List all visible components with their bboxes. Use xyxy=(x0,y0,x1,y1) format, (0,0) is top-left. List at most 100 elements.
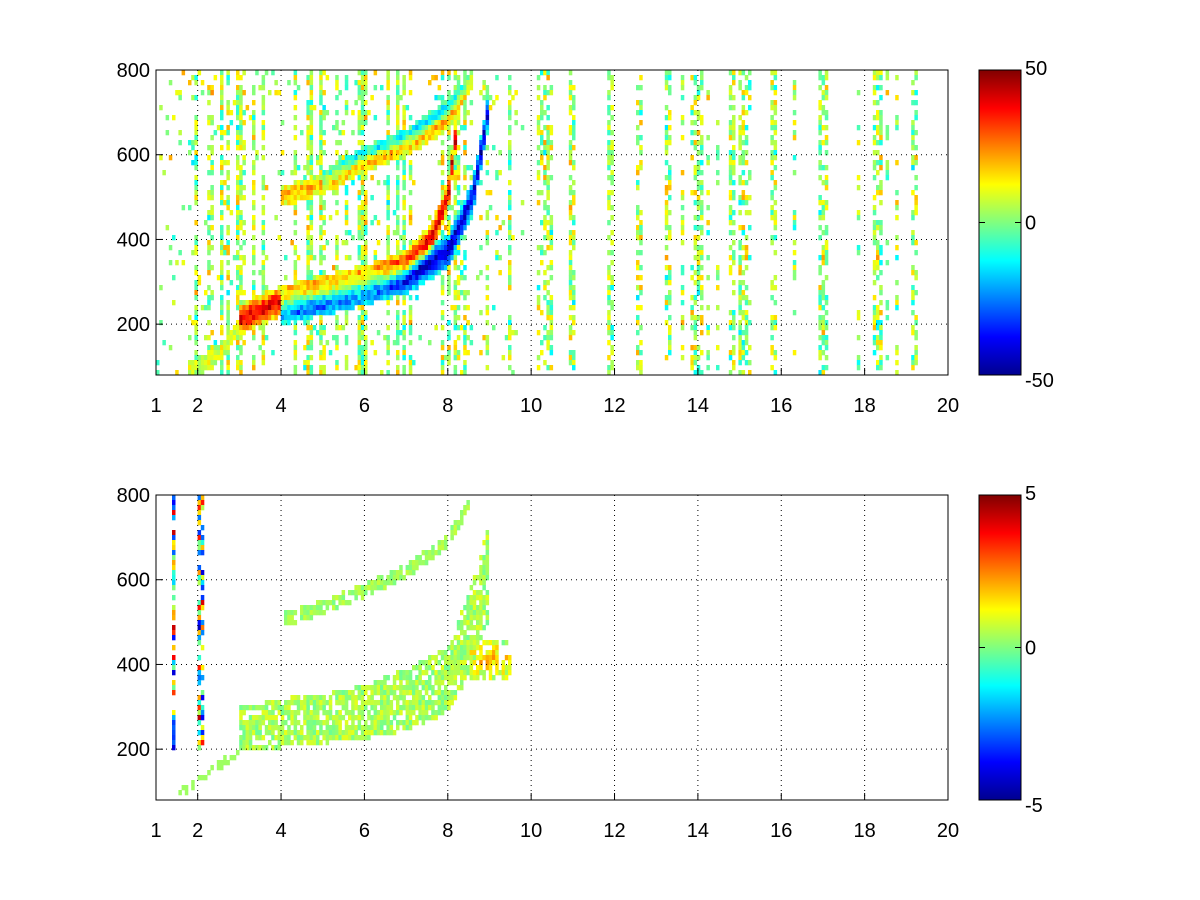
chart-2-cell-965 xyxy=(479,590,483,596)
chart-1-cell-2748 xyxy=(680,220,685,226)
chart-1-cell-3425 xyxy=(885,175,890,181)
chart-1-cell-2528 xyxy=(572,290,576,296)
chart-1-cell-772 xyxy=(306,315,310,321)
chart-1-cell-2633 xyxy=(636,305,640,311)
chart-1-cell-2687 xyxy=(664,205,669,211)
chart-2-cell-956 xyxy=(476,655,480,661)
chart-2-cell-466 xyxy=(354,725,358,731)
chart-1-cell-2454 xyxy=(549,320,554,326)
chart-1-cell-1163 xyxy=(354,285,358,291)
chart-1-cell-901 xyxy=(319,255,323,261)
chart-1-cell-2673 xyxy=(664,85,669,91)
chart-1-cell-1184 xyxy=(357,175,362,181)
chart-1-cell-2848 xyxy=(696,370,701,375)
chart-1-cell-2863 xyxy=(700,190,704,196)
chart-1-cell-2963 xyxy=(732,170,736,176)
chart-2-cell-544 xyxy=(376,710,381,716)
chart-1-cell-296 xyxy=(232,330,237,336)
chart-1-cell-2868 xyxy=(700,225,704,231)
chart-1-cell-1221 xyxy=(360,85,365,91)
chart-2-cell-415 xyxy=(338,725,342,731)
chart-1-cell-3345 xyxy=(876,70,880,76)
chart-2-cell-580 xyxy=(386,690,390,696)
chart-1-cell-2234 xyxy=(485,230,490,236)
chart-1-cell-824 xyxy=(309,295,314,301)
chart-1-cell-1601 xyxy=(402,215,406,221)
chart-1-cell-1834 xyxy=(437,110,442,116)
chart-1-cell-2952 xyxy=(732,105,736,111)
chart-1-cell-2566 xyxy=(607,290,611,296)
chart-1-cell-125 xyxy=(207,215,211,221)
chart-2-cell-412 xyxy=(338,710,342,716)
chart-1-cell-2659 xyxy=(639,265,643,271)
chart-1-cell-1171 xyxy=(357,90,362,96)
chart-1-cell-2399 xyxy=(546,125,550,131)
chart-1-cell-1681 xyxy=(408,340,413,346)
chart-2-cell-739 xyxy=(428,675,432,681)
chart-1-cell-2608 xyxy=(610,350,614,356)
chart-1-cell-2535 xyxy=(572,350,576,356)
chart-2-cell-363 xyxy=(322,705,326,711)
chart-1-cell-1479 xyxy=(389,255,394,261)
chart-2-cell-530 xyxy=(373,700,378,706)
chart-1-cell-3335 xyxy=(872,280,877,286)
chart-1-cell-3192 xyxy=(818,75,822,81)
chart-1-cell-1956 xyxy=(447,265,451,271)
chart-1-cell-252 xyxy=(226,130,230,136)
chart-1-cell-911 xyxy=(319,310,323,316)
chart-2-cell-206 xyxy=(271,730,275,736)
chart-1-cell-1335 xyxy=(367,290,371,296)
chart-1-cell-2743 xyxy=(680,170,685,176)
chart-1-cell-783 xyxy=(309,75,314,81)
chart-2-cell-139 xyxy=(242,720,246,726)
chart-2-cell-846 xyxy=(453,680,458,686)
chart-1-cell-490 xyxy=(258,310,262,316)
chart-2-cell-784 xyxy=(440,650,445,656)
chart-2-cell-359 xyxy=(322,600,326,606)
chart-1-cell-2869 xyxy=(700,230,704,236)
chart-1-colorbar-label-2: 50 xyxy=(1025,58,1047,80)
chart-1-cell-1634 xyxy=(405,145,410,151)
chart-1-cell-2099 xyxy=(460,290,464,296)
chart-2-cell-406 xyxy=(335,735,339,741)
chart-1-cell-2374 xyxy=(543,145,547,151)
chart-1-cell-3254 xyxy=(821,325,826,331)
chart-1-cell-154 xyxy=(210,170,214,176)
chart-1-cell-2936 xyxy=(728,220,733,226)
chart-1-cell-2397 xyxy=(546,105,550,111)
chart-1-cell-70 xyxy=(194,235,198,241)
chart-1-cell-2074 xyxy=(456,280,461,286)
chart-1-cell-1370 xyxy=(373,270,378,276)
chart-2-cell-940 xyxy=(472,655,477,661)
chart-1-cell-2221 xyxy=(485,100,490,106)
chart-1-cell-2921 xyxy=(728,125,733,131)
chart-2-cell-695 xyxy=(415,720,419,726)
chart-2-cell-998 xyxy=(485,535,490,541)
chart-1-cell-2313 xyxy=(508,355,512,361)
chart-2-cell-713 xyxy=(421,680,426,686)
chart-1-cell-1717 xyxy=(415,280,419,286)
chart-1-cell-305 xyxy=(236,110,240,116)
chart-1-cell-1186 xyxy=(357,195,362,201)
chart-1-cell-2786 xyxy=(693,120,698,126)
chart-2-cell-191 xyxy=(264,730,269,736)
chart-2-cell-700 xyxy=(418,670,422,676)
chart-1-cell-1243 xyxy=(360,205,365,211)
chart-1-cell-1869 xyxy=(440,185,445,191)
chart-1-cell-1901 xyxy=(444,110,448,116)
chart-1-cell-1402 xyxy=(380,270,384,276)
chart-1-cell-2678 xyxy=(664,135,669,141)
chart-1-cell-808 xyxy=(309,200,314,206)
chart-1-cell-3129 xyxy=(770,315,774,321)
chart-1-cell-833 xyxy=(309,345,314,351)
chart-1-cell-1324 xyxy=(367,110,371,116)
chart-1-cell-2145 xyxy=(466,75,470,81)
chart-1-cell-2621 xyxy=(636,205,640,211)
chart-2-cell-929 xyxy=(472,590,477,596)
chart-1-cell-65 xyxy=(194,185,198,191)
chart-1-cell-2051 xyxy=(456,115,461,121)
chart-2-cell-476 xyxy=(357,715,362,721)
chart-1-cell-3255 xyxy=(821,330,826,336)
chart-1-cell-3411 xyxy=(879,340,883,346)
chart-2-cell-51 xyxy=(197,520,202,526)
